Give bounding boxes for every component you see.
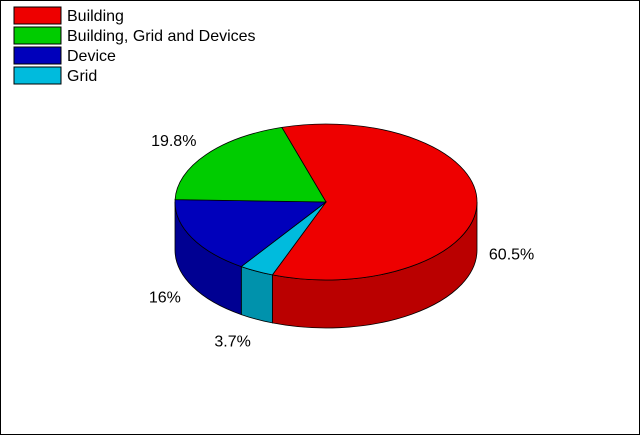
pie-sides (174, 201, 478, 329)
pie-slice-building-grid-and-devices (174, 126, 327, 203)
legend-swatch-grid (13, 66, 62, 85)
legend: Building Building, Grid and Devices Device… (13, 6, 256, 85)
pie-tops (174, 123, 478, 281)
legend-label-building: Building (67, 8, 124, 25)
data-label-device: 16% (149, 289, 181, 306)
legend-swatch-device (13, 46, 62, 65)
data-label-building: 60.5% (489, 246, 534, 263)
pie-slice-device (174, 199, 328, 268)
data-label-grid: 3.7% (214, 334, 250, 351)
pie-slice-building (271, 123, 478, 281)
legend-swatch-building (13, 6, 62, 25)
pie-side-grid (240, 266, 273, 324)
legend-label-device: Device (67, 48, 116, 65)
legend-swatch-building-grid-and-devices (13, 26, 62, 45)
legend-label-building-grid-and-devices: Building, Grid and Devices (67, 28, 256, 45)
legend-label-grid: Grid (67, 68, 97, 85)
pie-labels: 60.5% 3.7% 16% 19.8% (149, 133, 534, 350)
data-label-building-grid-and-devices: 19.8% (151, 133, 196, 150)
